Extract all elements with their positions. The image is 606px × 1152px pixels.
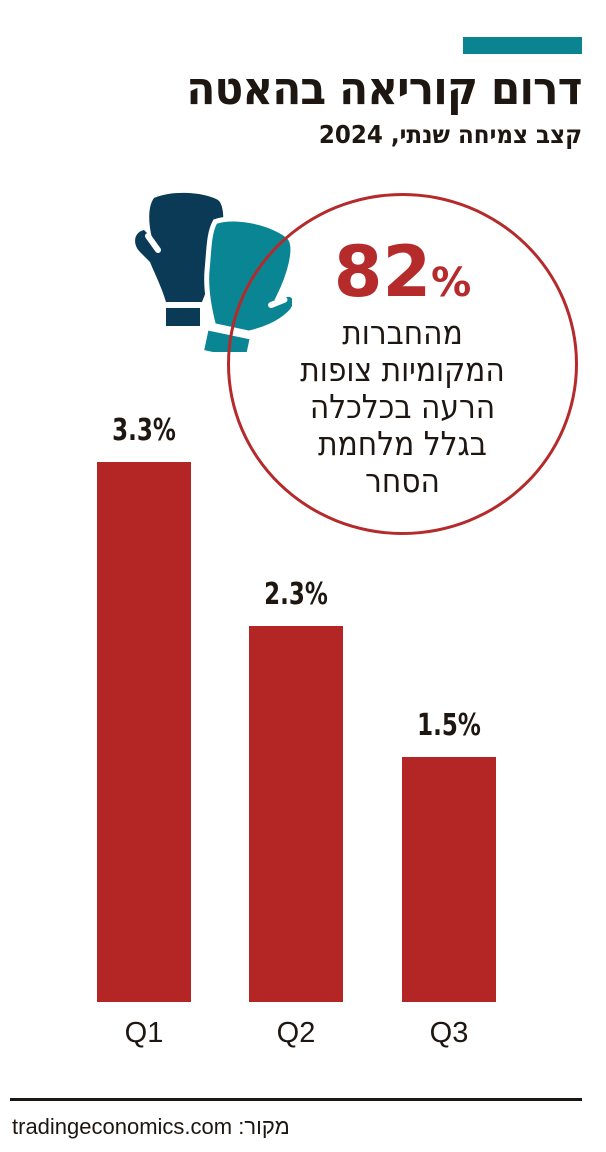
category-label: Q2 — [276, 1017, 316, 1049]
stat-description: מהחברות המקומיות צופות הרעה בכלכלה בגלל … — [265, 314, 540, 499]
source-credit: tradingeconomics.com מקור: — [12, 1113, 290, 1141]
bar-value-label: 3.3% — [112, 413, 176, 448]
stat-description-line: המקומיות צופות — [300, 350, 505, 389]
source-label: מקור: — [238, 1114, 290, 1139]
bar-value-label: 2.3% — [264, 577, 328, 612]
stat-percent-sign: % — [431, 260, 472, 306]
stat-description-line: הסחר — [365, 461, 440, 500]
stat-description-line: בגלל מלחמת — [318, 424, 487, 463]
accent-bar — [463, 37, 582, 54]
stat-description-line: מהחברות — [342, 313, 463, 352]
bar-q1 — [97, 462, 191, 1002]
stat-value: 82% — [230, 232, 575, 323]
chart-title: דרום קוריאה בהאטה — [186, 61, 583, 115]
chart-subtitle: קצב צמיחה שנתי, 2024 — [318, 120, 582, 149]
source-value: tradingeconomics.com — [12, 1114, 233, 1139]
category-label: Q3 — [429, 1017, 469, 1049]
footer-divider — [10, 1098, 582, 1101]
stat-description-line: הרעה בכלכלה — [309, 387, 496, 426]
stat-number: 82 — [333, 231, 432, 313]
stat-callout-circle: 82% מהחברות המקומיות צופות הרעה בכלכלה ב… — [227, 193, 578, 535]
bar-q2 — [249, 626, 343, 1002]
bar-q3 — [402, 757, 496, 1002]
category-label: Q1 — [124, 1017, 164, 1049]
bar-value-label: 1.5% — [417, 708, 481, 743]
